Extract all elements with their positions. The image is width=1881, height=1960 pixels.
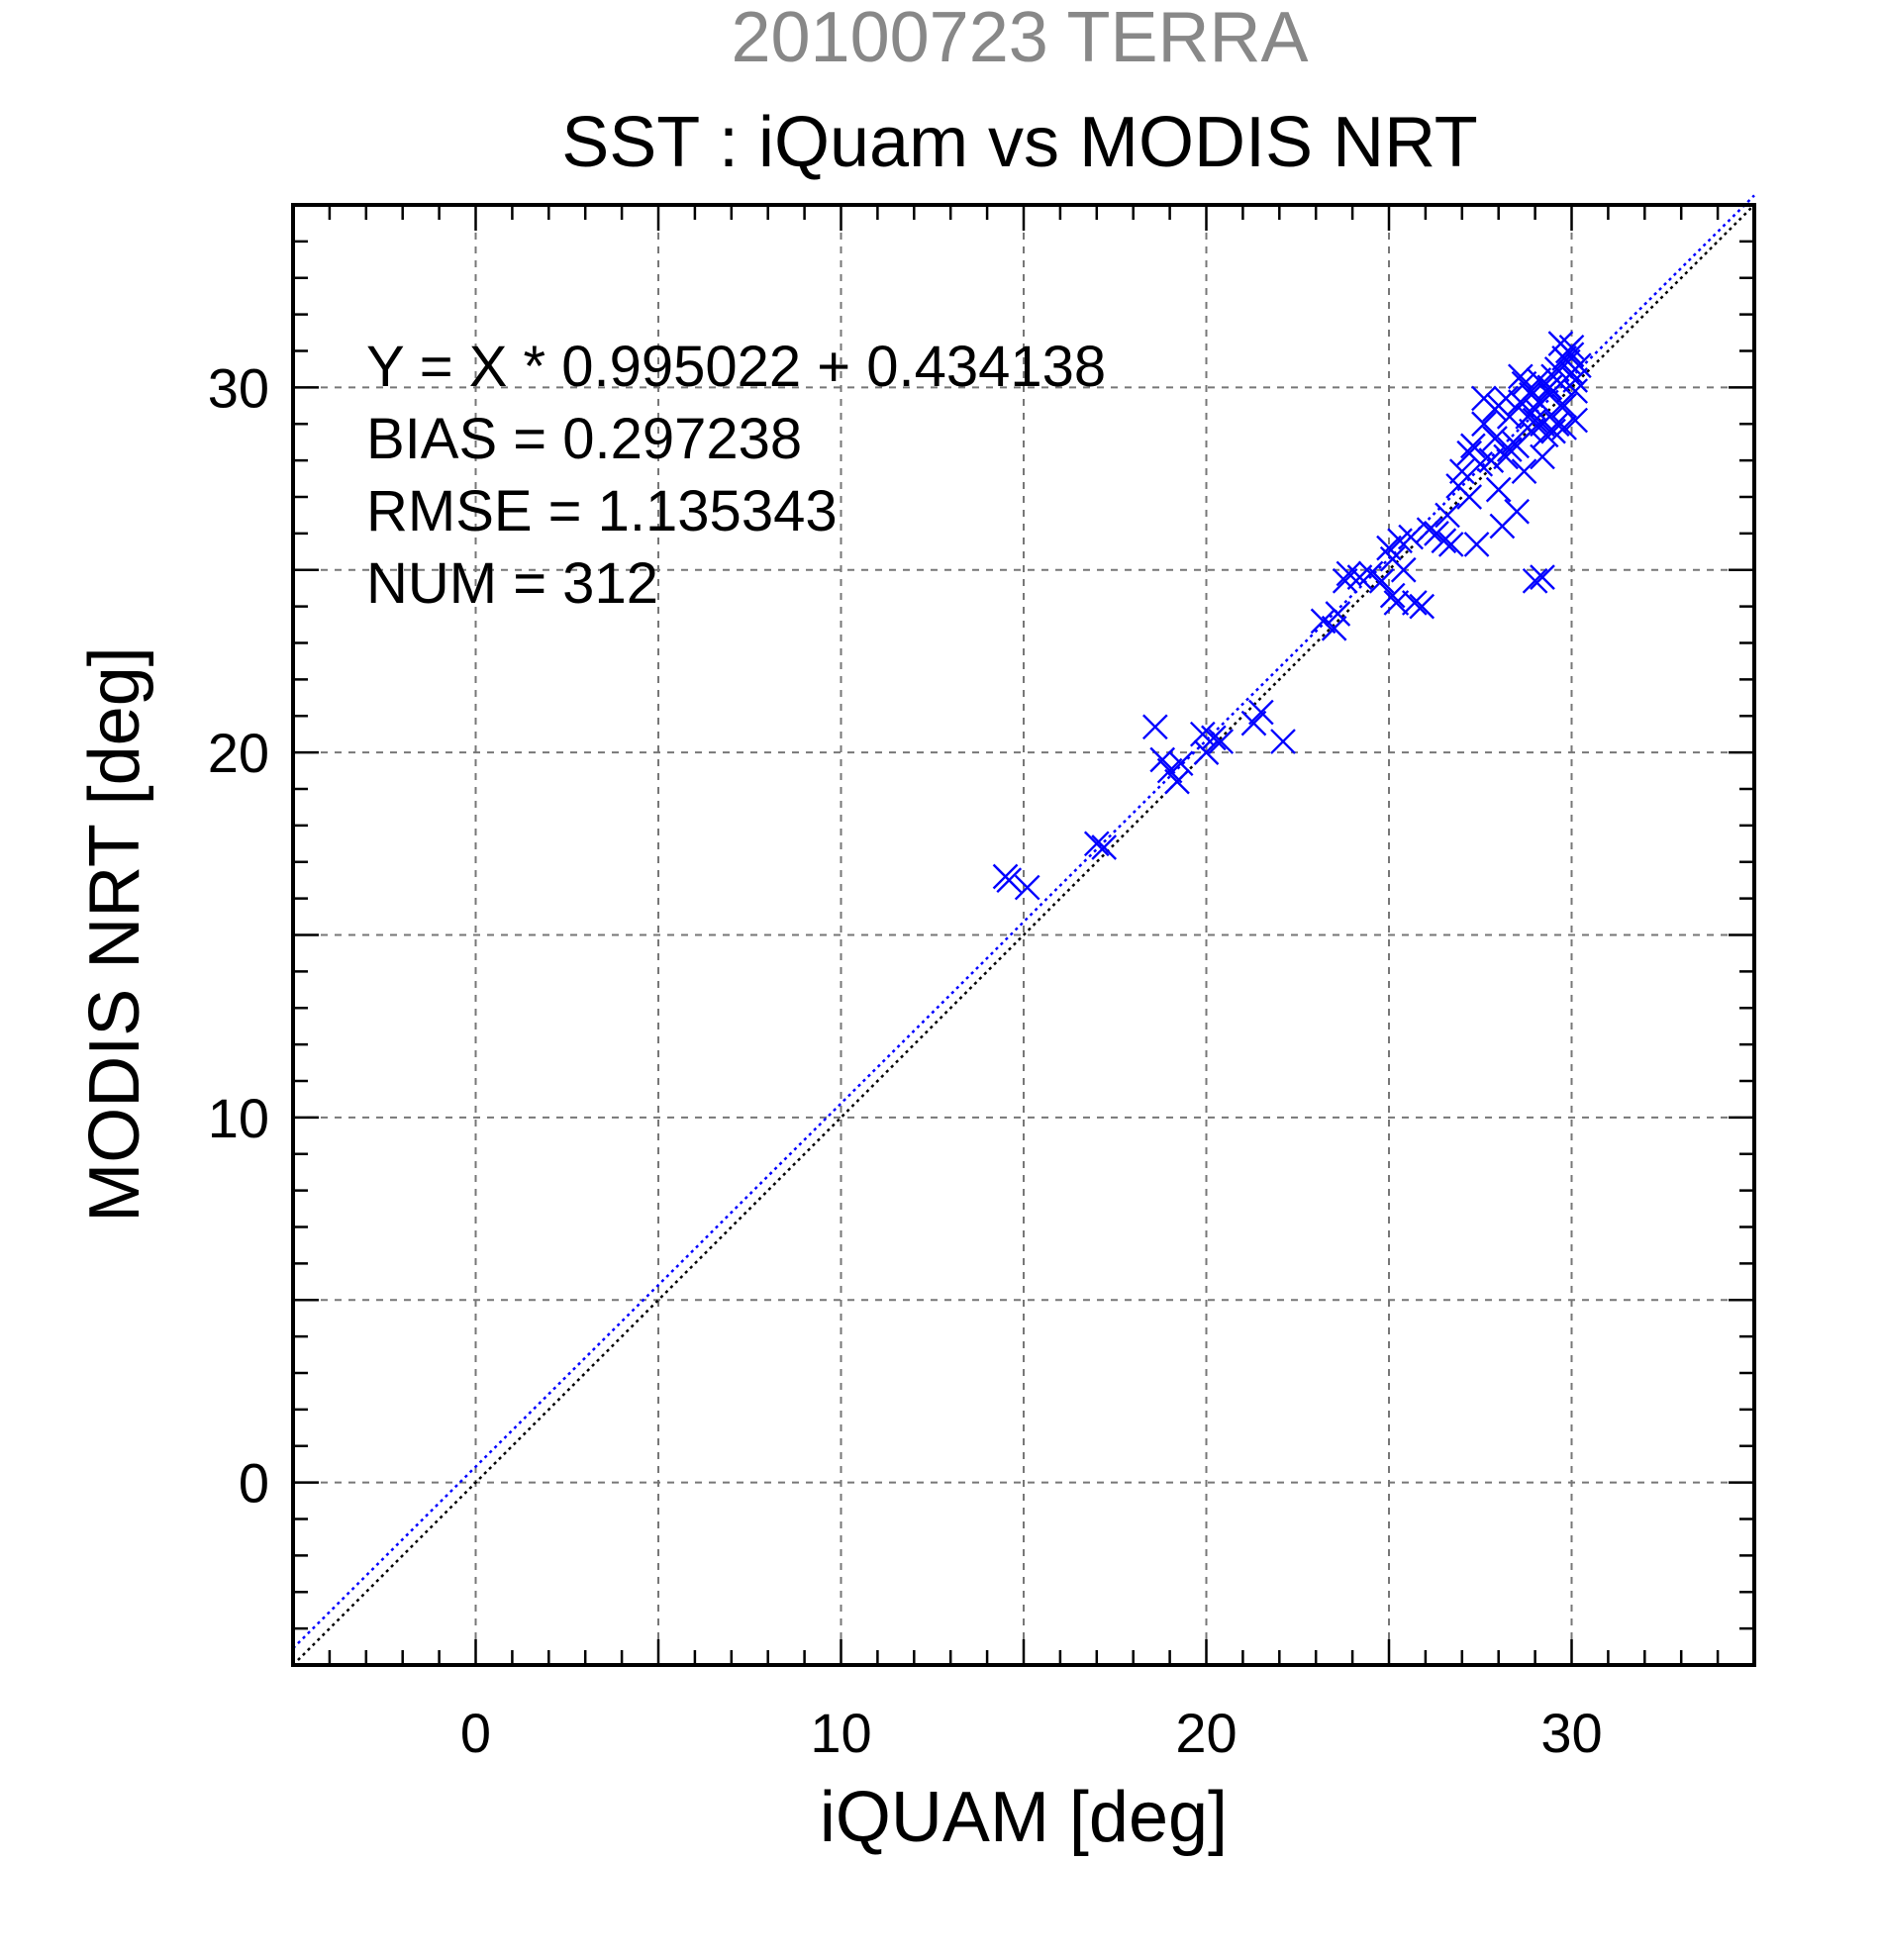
data-point bbox=[1431, 528, 1457, 554]
chart-supertitle: 20100723 TERRA bbox=[731, 0, 1308, 77]
data-point bbox=[1091, 834, 1118, 860]
data-point bbox=[1471, 385, 1497, 412]
data-point bbox=[1543, 411, 1570, 438]
y-tick-label: 20 bbox=[208, 722, 269, 784]
data-point bbox=[1566, 352, 1592, 379]
data-point bbox=[1325, 601, 1351, 627]
data-point bbox=[1156, 757, 1183, 784]
data-point bbox=[1496, 437, 1523, 462]
data-point bbox=[1530, 443, 1555, 470]
y-tick-label: 0 bbox=[239, 1452, 269, 1515]
x-tick-label: 10 bbox=[810, 1702, 871, 1764]
x-tick-label: 0 bbox=[460, 1702, 491, 1764]
data-point bbox=[1496, 404, 1523, 430]
data-point bbox=[1551, 392, 1577, 419]
data-point bbox=[1558, 342, 1585, 368]
y-tick-label: 10 bbox=[208, 1087, 269, 1149]
axis-ticks: 0 0 10 10 20 20 30 30 bbox=[208, 205, 1754, 1764]
data-point bbox=[1500, 429, 1527, 455]
data-point bbox=[1401, 590, 1428, 616]
data-point bbox=[1448, 458, 1475, 485]
data-point bbox=[1383, 590, 1410, 616]
data-point bbox=[1478, 447, 1505, 473]
data-point bbox=[1201, 725, 1227, 751]
data-point bbox=[1357, 560, 1384, 587]
annotation-rmse: RMSE = 1.135343 bbox=[366, 479, 838, 543]
data-point bbox=[1437, 532, 1464, 557]
data-point bbox=[1141, 714, 1168, 740]
data-point bbox=[1390, 556, 1417, 583]
data-point bbox=[1368, 567, 1395, 594]
data-point bbox=[1332, 567, 1358, 594]
x-tick-label: 20 bbox=[1175, 1702, 1237, 1764]
data-point bbox=[1536, 374, 1563, 401]
data-point bbox=[1208, 729, 1235, 754]
data-point bbox=[1379, 582, 1406, 609]
y-tick-label: 30 bbox=[208, 356, 269, 419]
data-point bbox=[1435, 502, 1460, 529]
data-point bbox=[1193, 739, 1220, 765]
data-point bbox=[1321, 615, 1347, 641]
annotation-fit-equation: Y = X * 0.995022 + 0.434138 bbox=[366, 335, 1106, 399]
data-point bbox=[996, 867, 1023, 894]
annotation-num: NUM = 312 bbox=[366, 551, 658, 616]
chart-title: SST : iQuam vs MODIS NRT bbox=[561, 103, 1478, 182]
y-axis-label: MODIS NRT [deg] bbox=[75, 646, 154, 1223]
data-point bbox=[1416, 517, 1442, 543]
data-point bbox=[1167, 750, 1194, 777]
data-point bbox=[1409, 593, 1436, 620]
data-point bbox=[1460, 433, 1486, 459]
data-point bbox=[1530, 564, 1555, 590]
data-point bbox=[1515, 404, 1541, 430]
data-point bbox=[1562, 407, 1589, 434]
data-point bbox=[1014, 874, 1040, 901]
data-point bbox=[1248, 699, 1274, 726]
data-point bbox=[1511, 458, 1537, 485]
regression-stats: Y = X * 0.995022 + 0.434138 BIAS = 0.297… bbox=[366, 335, 1106, 616]
data-points bbox=[992, 331, 1592, 901]
data-point bbox=[1526, 389, 1552, 415]
data-point bbox=[1485, 476, 1512, 503]
data-point bbox=[1310, 608, 1336, 635]
data-point bbox=[1164, 768, 1190, 795]
data-point bbox=[1463, 532, 1490, 557]
data-point bbox=[1240, 710, 1267, 736]
data-point bbox=[1270, 729, 1296, 754]
x-axis-label: iQUAM [deg] bbox=[820, 1778, 1228, 1857]
data-point bbox=[1456, 484, 1483, 510]
data-point bbox=[1522, 567, 1548, 594]
data-point bbox=[1398, 524, 1424, 550]
data-point bbox=[1083, 831, 1110, 857]
x-tick-label: 30 bbox=[1540, 1702, 1602, 1764]
data-point bbox=[1507, 363, 1534, 390]
data-point bbox=[1489, 513, 1516, 539]
data-point bbox=[1562, 367, 1589, 393]
annotation-bias: BIAS = 0.297238 bbox=[366, 407, 802, 471]
data-point bbox=[1471, 411, 1497, 438]
data-point bbox=[1562, 378, 1589, 404]
data-point bbox=[1519, 378, 1544, 404]
data-point bbox=[1540, 418, 1566, 444]
